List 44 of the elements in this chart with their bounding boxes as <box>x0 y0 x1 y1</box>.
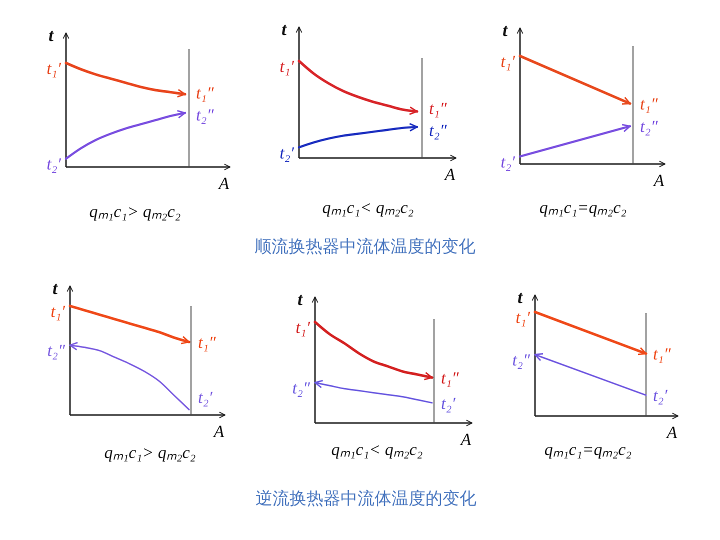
annotation: t₁′ <box>46 59 62 78</box>
annotation: t₂′ <box>280 143 294 162</box>
y-axis-title: t <box>281 19 288 39</box>
annotation: t₂″ <box>47 341 66 360</box>
annotation: t₁′ <box>280 57 294 76</box>
x-axis-title: A <box>444 165 456 184</box>
annotation: t₁′ <box>50 302 66 321</box>
x-axis-title: A <box>212 422 225 441</box>
text: 逆流换热器中流体温度的变化 <box>256 489 476 509</box>
text: 顺流换热器中流体温度的变化 <box>254 237 476 257</box>
text: t₂″ <box>196 106 215 125</box>
text: qₘ₁c₁=qₘ₂c₂ <box>539 198 627 217</box>
annotation: t₁′ <box>296 318 310 337</box>
text: t₁″ <box>441 368 460 388</box>
text: t₂′ <box>441 394 456 413</box>
text: qₘ₁c₁> qₘ₂c₂ <box>89 202 181 221</box>
annotation: t₂′ <box>46 154 62 174</box>
text: t₂″ <box>429 121 448 140</box>
text: t₂″ <box>512 350 531 370</box>
x-axis-title: A <box>666 423 678 442</box>
text: qₘ₁c₁< qₘ₂c₂ <box>331 440 423 459</box>
text: t₁″ <box>429 99 448 118</box>
y-axis-title: t <box>502 20 508 40</box>
annotation: t₂′ <box>653 386 668 406</box>
text: t₁′ <box>516 308 530 327</box>
text: qₘ₁c₁< qₘ₂c₂ <box>322 198 414 217</box>
annotation: t₁″ <box>653 344 672 364</box>
annotation: t₂″ <box>640 117 659 136</box>
text: t₂′ <box>500 152 516 172</box>
x-axis-title: A <box>652 171 665 190</box>
text: qₘ₁c₁=qₘ₂c₂ <box>544 440 632 459</box>
y-axis-title: t <box>48 25 54 45</box>
y-axis-title: t <box>52 278 58 298</box>
text: t₂′ <box>198 388 213 407</box>
text: t₁″ <box>198 332 217 352</box>
x-axis-title: A <box>218 174 230 193</box>
annotation: t₂″ <box>292 378 311 398</box>
x-axis-title: A <box>460 430 472 449</box>
annotation: t₁″ <box>640 94 659 114</box>
y-axis-title: t <box>297 289 304 309</box>
text: qₘ₁c₁> qₘ₂c₂ <box>104 443 196 462</box>
text: t₁′ <box>500 52 516 71</box>
text: t₁″ <box>196 84 215 103</box>
y-axis-title: t <box>517 287 524 307</box>
